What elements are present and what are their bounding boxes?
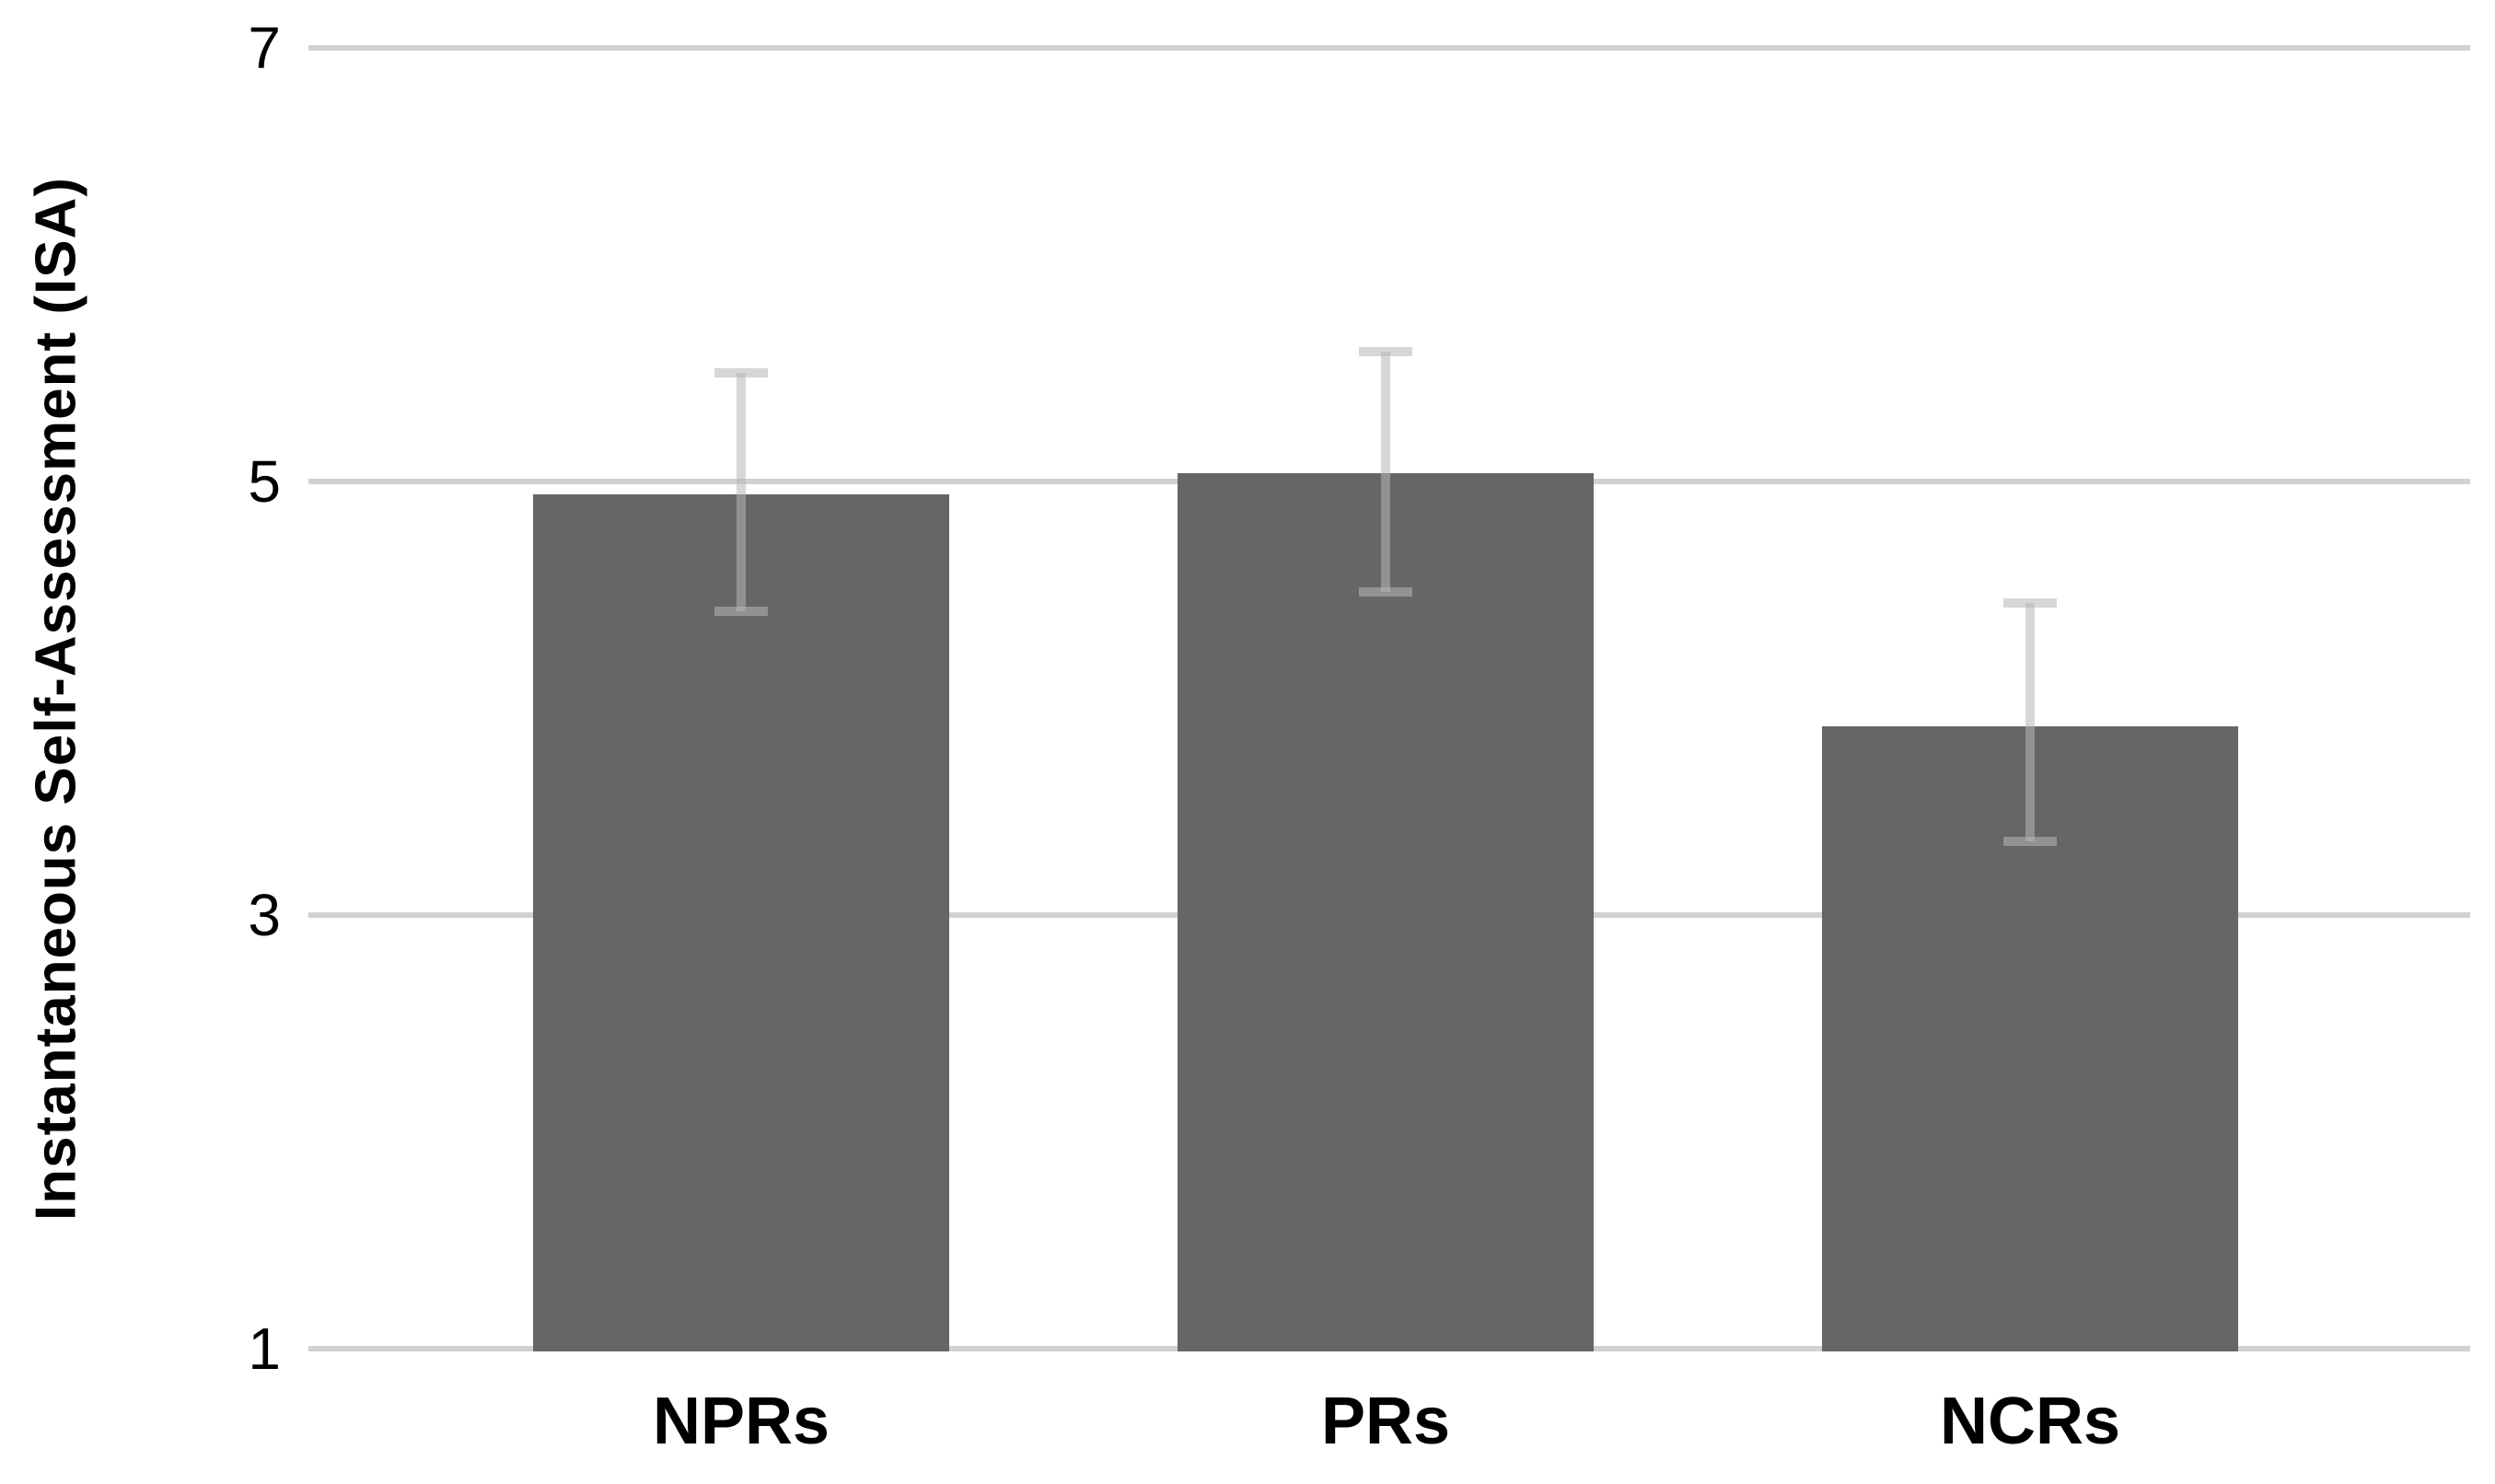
error-bar-bottom-cap-prs: [1359, 587, 1412, 597]
x-category-label-nprs: NPRs: [652, 1385, 830, 1458]
error-bar-ncrs: [2025, 602, 2035, 841]
error-bar-top-cap-nprs: [714, 368, 768, 378]
error-bar-top-cap-ncrs: [2003, 597, 2057, 608]
error-bar-top-cap-prs: [1359, 346, 1412, 356]
error-bar-nprs: [737, 373, 746, 612]
y-tick-label-3: 3: [248, 882, 281, 948]
bar-prs: [1178, 472, 1594, 1351]
y-tick-label-7: 7: [248, 15, 281, 81]
bar-nprs: [533, 494, 949, 1351]
error-bar-bottom-cap-ncrs: [2003, 836, 2057, 846]
gridline-y-7: [308, 45, 2470, 51]
x-category-label-ncrs: NCRs: [1939, 1385, 2121, 1458]
x-category-label-prs: PRs: [1320, 1385, 1451, 1458]
error-bar-prs: [1381, 351, 1390, 593]
y-tick-label-1: 1: [248, 1316, 281, 1382]
error-bar-bottom-cap-nprs: [714, 607, 768, 617]
y-tick-label-5: 5: [248, 448, 281, 515]
